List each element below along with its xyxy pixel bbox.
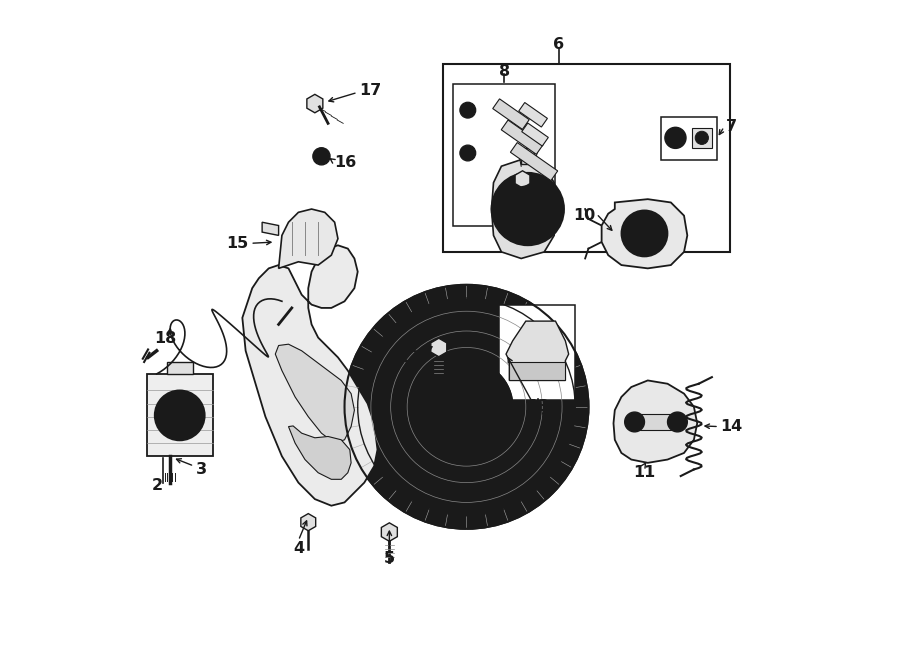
Circle shape — [668, 412, 688, 432]
Text: 6: 6 — [554, 36, 564, 52]
Text: 16: 16 — [335, 156, 357, 170]
Polygon shape — [279, 209, 338, 268]
Text: 10: 10 — [572, 208, 595, 223]
Text: 13: 13 — [527, 399, 550, 414]
Text: 5: 5 — [383, 551, 395, 566]
Text: 9: 9 — [540, 192, 551, 207]
Polygon shape — [518, 103, 547, 127]
Circle shape — [695, 131, 708, 144]
Polygon shape — [522, 123, 548, 146]
Circle shape — [313, 148, 330, 165]
Bar — [444, 64, 730, 252]
Polygon shape — [515, 171, 530, 188]
Bar — [454, 84, 555, 226]
Circle shape — [670, 132, 680, 143]
Polygon shape — [601, 199, 688, 268]
Polygon shape — [289, 426, 351, 479]
Polygon shape — [275, 344, 355, 443]
Circle shape — [491, 173, 564, 246]
Circle shape — [621, 211, 668, 256]
Bar — [692, 128, 712, 148]
Polygon shape — [510, 142, 558, 181]
Circle shape — [464, 107, 471, 113]
Bar — [640, 414, 671, 430]
Text: 11: 11 — [634, 465, 655, 480]
Circle shape — [155, 391, 205, 440]
Circle shape — [665, 127, 686, 148]
Text: 2: 2 — [152, 479, 163, 493]
Polygon shape — [506, 321, 569, 381]
Circle shape — [460, 102, 476, 118]
Bar — [661, 117, 717, 160]
Bar — [166, 362, 193, 374]
Text: 14: 14 — [720, 419, 742, 434]
Circle shape — [420, 361, 513, 453]
Text: 18: 18 — [155, 332, 177, 346]
Polygon shape — [242, 246, 377, 506]
Text: 7: 7 — [725, 119, 737, 134]
Polygon shape — [431, 338, 446, 357]
Polygon shape — [501, 120, 543, 154]
Bar — [521, 148, 535, 164]
Circle shape — [505, 186, 551, 232]
Circle shape — [429, 402, 440, 412]
Bar — [500, 305, 575, 401]
Circle shape — [166, 401, 194, 430]
Text: 3: 3 — [196, 462, 207, 477]
Text: 12: 12 — [398, 350, 420, 365]
Circle shape — [452, 371, 462, 382]
Bar — [509, 362, 565, 381]
Circle shape — [173, 409, 186, 422]
Circle shape — [487, 420, 498, 431]
Polygon shape — [382, 523, 397, 542]
Circle shape — [318, 152, 326, 160]
Circle shape — [487, 383, 498, 393]
Text: 4: 4 — [292, 541, 304, 556]
Polygon shape — [491, 160, 555, 258]
Polygon shape — [492, 99, 529, 129]
Circle shape — [345, 285, 589, 529]
Circle shape — [631, 220, 658, 247]
Polygon shape — [301, 514, 316, 531]
Text: 15: 15 — [227, 236, 249, 251]
Polygon shape — [614, 381, 698, 463]
Circle shape — [452, 432, 462, 442]
Text: 1: 1 — [539, 412, 550, 428]
Circle shape — [625, 412, 644, 432]
Text: 8: 8 — [499, 64, 510, 79]
Circle shape — [518, 199, 538, 220]
Circle shape — [464, 150, 471, 156]
Bar — [147, 374, 212, 456]
Polygon shape — [307, 95, 323, 113]
Circle shape — [450, 391, 483, 423]
Circle shape — [460, 145, 476, 161]
Text: 17: 17 — [359, 83, 382, 98]
Polygon shape — [262, 222, 279, 236]
